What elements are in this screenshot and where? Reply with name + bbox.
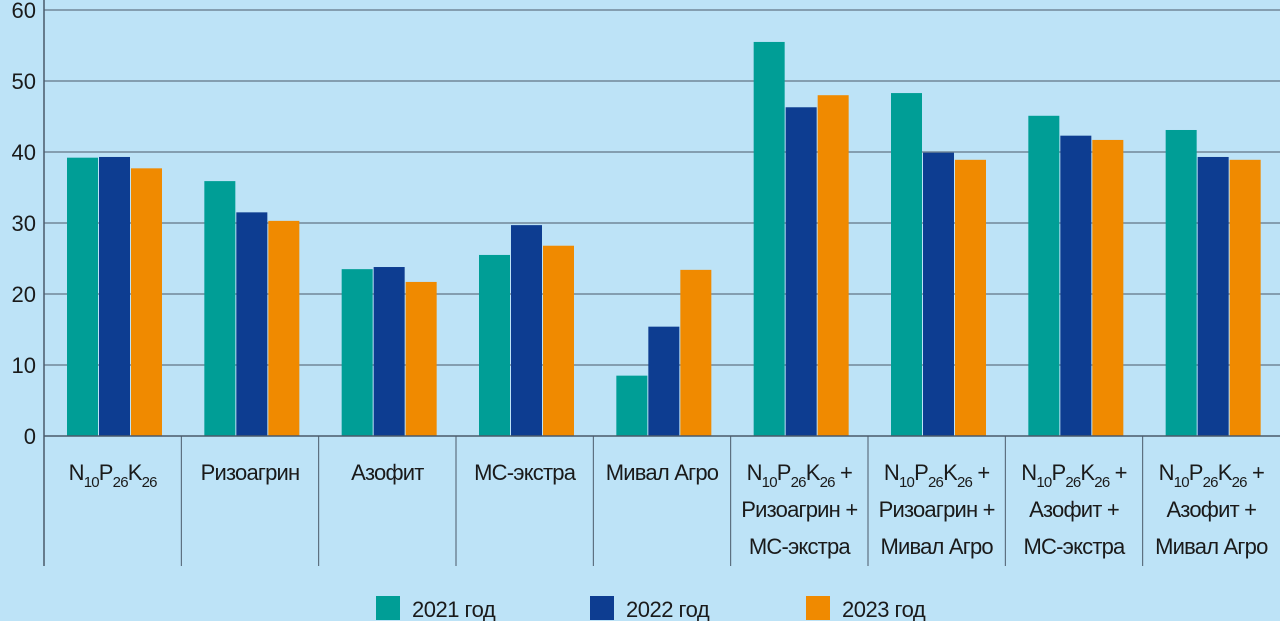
y-tick-label: 60 <box>12 0 36 23</box>
category-label: Ризоагрин <box>201 460 300 485</box>
bar <box>479 254 510 436</box>
legend-label: 2022 год <box>626 597 710 621</box>
category-label: N10P26K26 <box>69 460 158 491</box>
category-label: N10P26K26 + <box>884 460 990 491</box>
bar <box>1197 156 1229 436</box>
y-tick-label: 50 <box>12 69 36 94</box>
y-tick-label: 10 <box>12 353 36 378</box>
legend-label: 2023 год <box>842 597 926 621</box>
bar <box>543 245 574 436</box>
bar <box>1165 129 1197 437</box>
bar <box>405 281 437 436</box>
bar <box>616 375 648 436</box>
bar <box>511 225 542 436</box>
category-label: МС-экстра <box>749 534 852 559</box>
bar <box>1229 159 1261 436</box>
category-label: N10P26K26 + <box>747 460 853 491</box>
bars <box>67 41 1261 437</box>
bar <box>753 41 785 436</box>
category-label: Азофит <box>351 460 424 485</box>
legend: 2021 год 2022 год 2023 год <box>376 596 926 621</box>
category-label: Ризоагрин + <box>741 497 857 522</box>
y-tick-label: 40 <box>12 140 36 165</box>
legend-swatch <box>590 596 614 620</box>
bar <box>67 157 98 436</box>
category-label: N10P26K26 + <box>1159 460 1265 491</box>
bar <box>1092 139 1124 436</box>
category-label: МС-экстра <box>1024 534 1127 559</box>
category-label: Мивал Агро <box>1155 534 1268 559</box>
bar <box>955 159 986 436</box>
bar <box>236 212 268 436</box>
bar <box>373 267 405 436</box>
bar <box>99 156 130 436</box>
y-tick-label: 30 <box>12 211 36 236</box>
bar <box>204 181 236 436</box>
category-label: Мивал Агро <box>606 460 719 485</box>
bar <box>785 107 817 437</box>
axes: 0 10 20 30 40 50 60 <box>12 0 1280 566</box>
bar <box>341 269 373 436</box>
bar <box>923 152 954 436</box>
bar <box>680 269 712 436</box>
legend-swatch <box>376 596 400 620</box>
bar <box>891 93 922 436</box>
bar <box>131 168 162 436</box>
bar <box>1060 135 1092 437</box>
category-label: Мивал Агро <box>880 534 993 559</box>
category-label: Азофит + <box>1166 497 1256 522</box>
bar <box>268 220 300 436</box>
y-tick-label: 20 <box>12 282 36 307</box>
bar <box>648 326 680 436</box>
category-label: МС-экстра <box>474 460 577 485</box>
category-labels: N10P26K26 Ризоагрин Азофит МС-экстра Мивал А… <box>69 460 1269 559</box>
legend-label: 2021 год <box>412 597 496 621</box>
legend-swatch <box>806 596 830 620</box>
category-label: Азофит + <box>1029 497 1119 522</box>
bar <box>817 95 849 436</box>
y-tick-label: 0 <box>24 424 36 449</box>
category-label: N10P26K26 + <box>1021 460 1127 491</box>
category-label: Ризоагрин + <box>879 497 995 522</box>
bar <box>1028 115 1060 436</box>
